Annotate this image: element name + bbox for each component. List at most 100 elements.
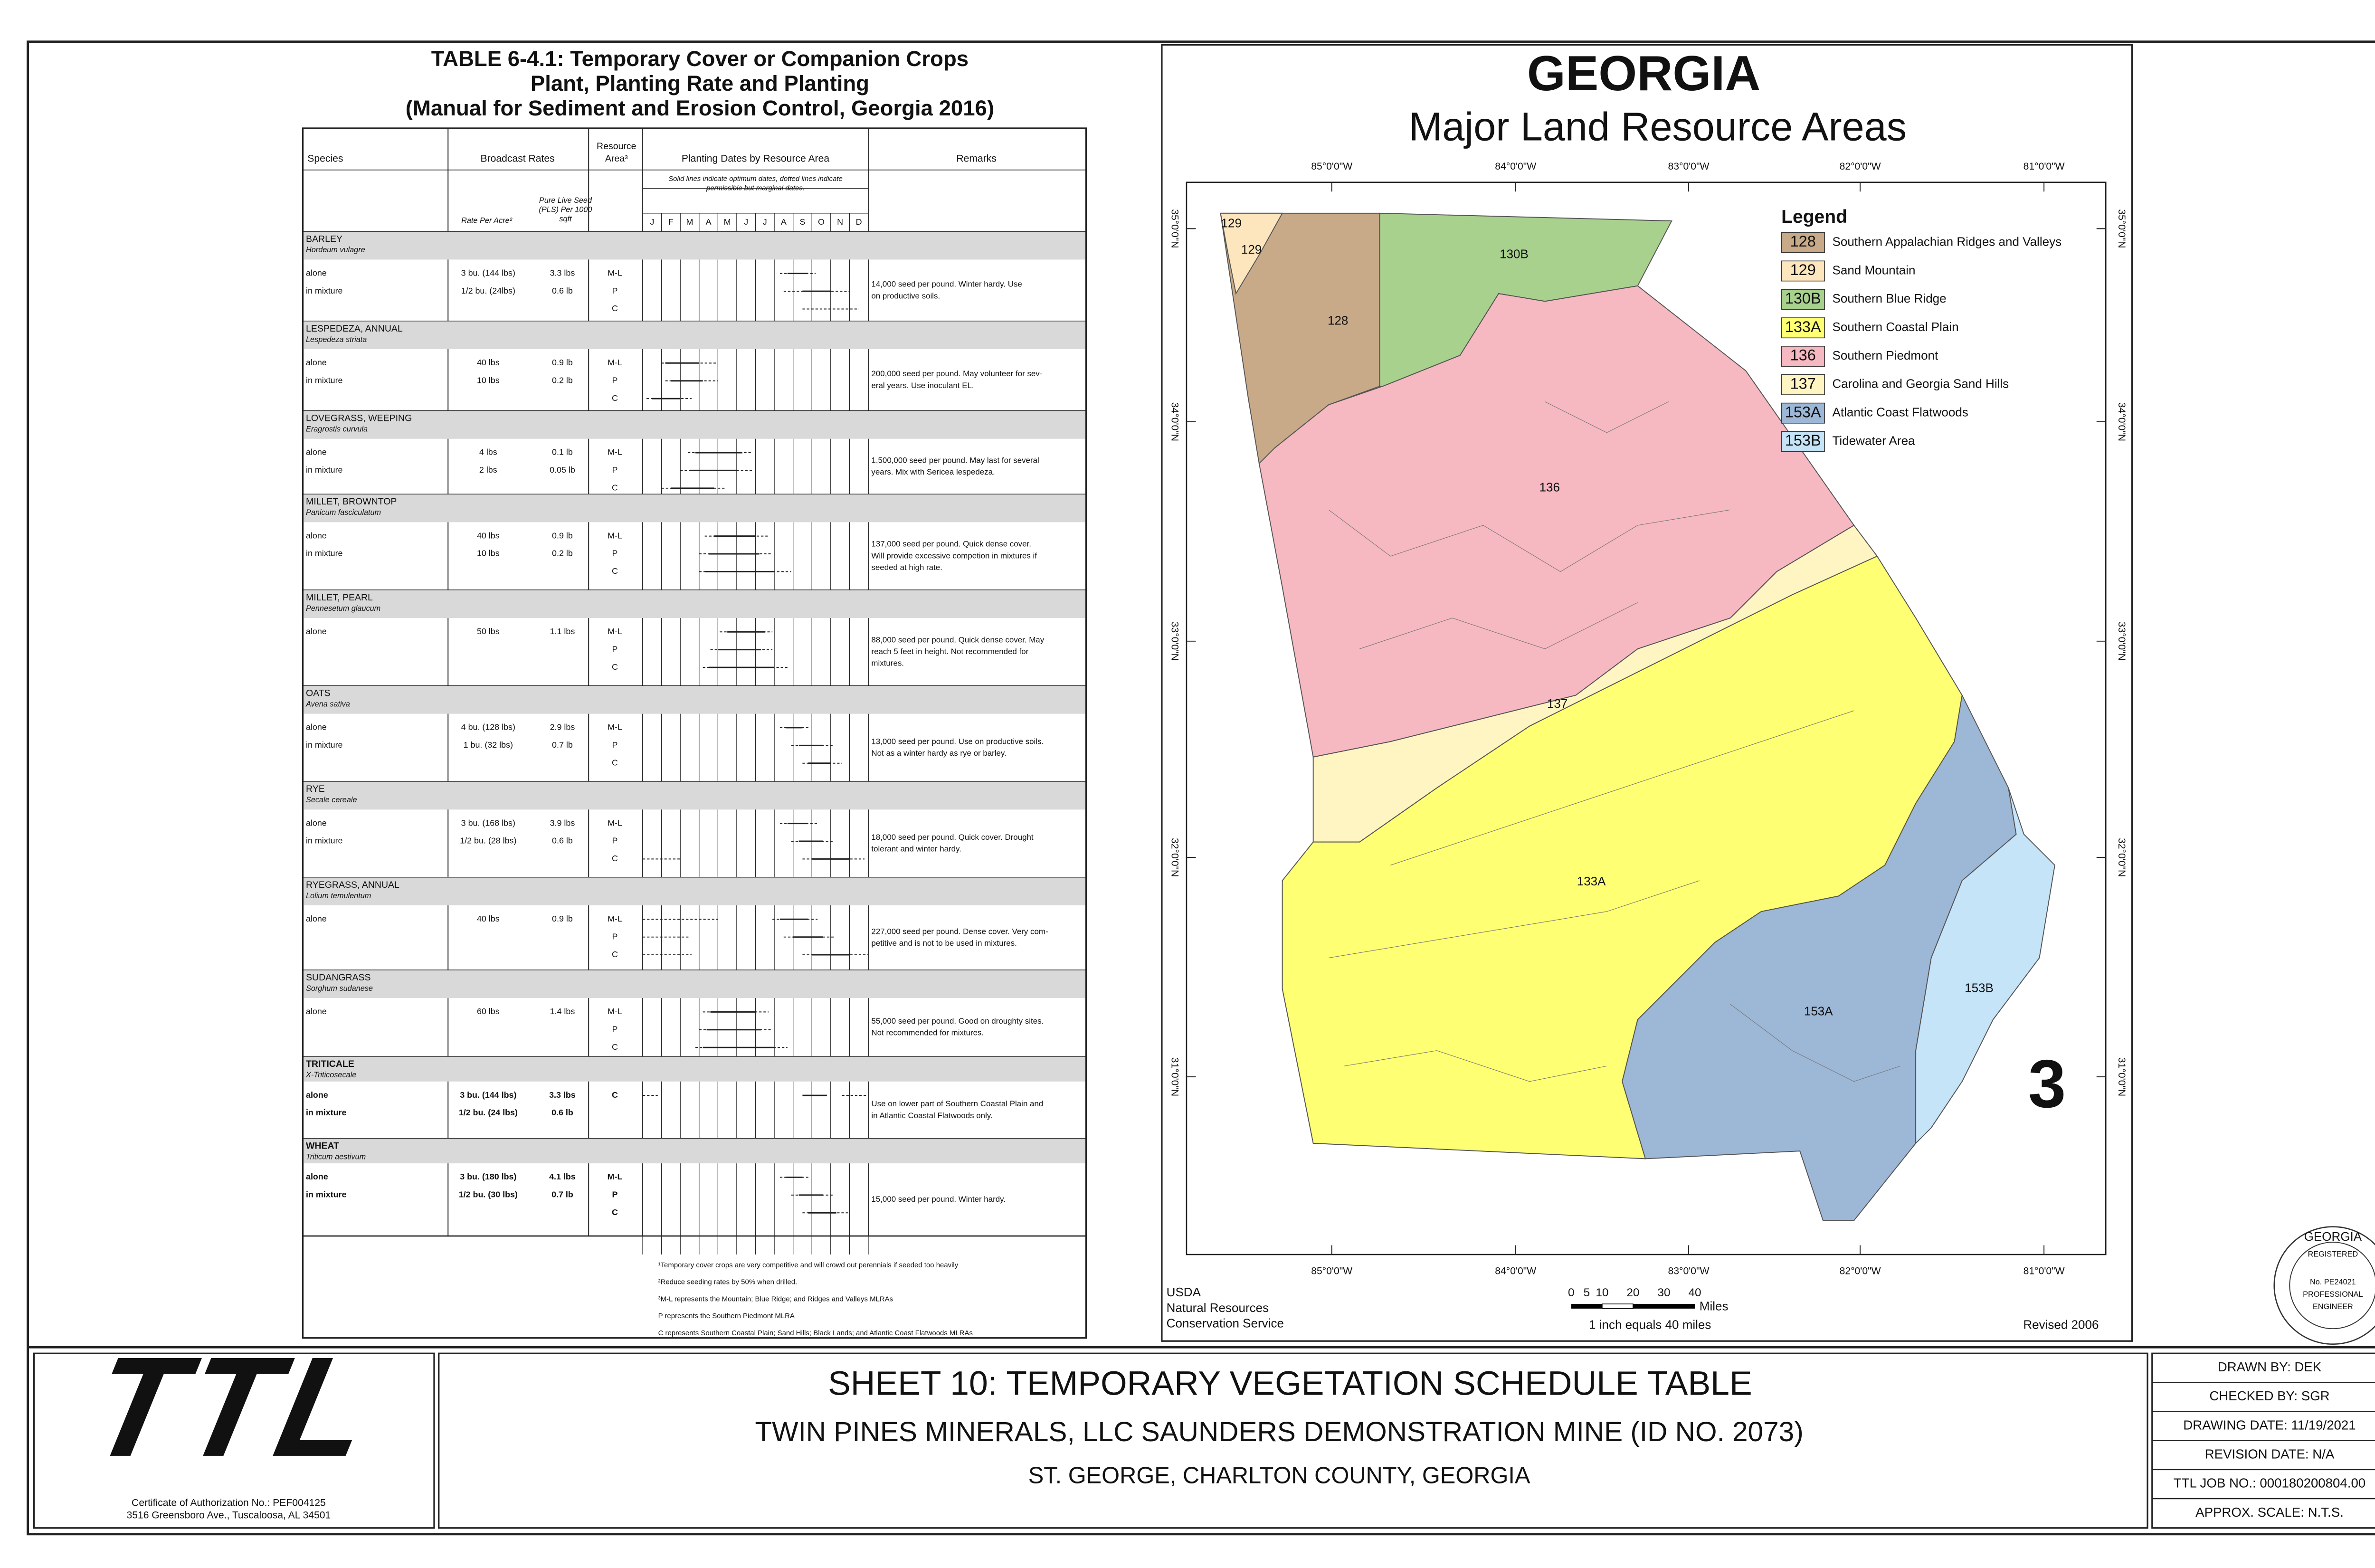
- remark: seeded at high rate.: [871, 563, 942, 572]
- footnote: ³M-L represents the Mountain; Blue Ridge…: [658, 1295, 893, 1303]
- info: CHECKED BY: SGR: [2209, 1388, 2329, 1403]
- info: DRAWN BY: DEK: [2218, 1359, 2322, 1374]
- region-label: 129: [1241, 242, 1262, 257]
- legend-code: 130B: [1785, 290, 1821, 307]
- header-area: Area³: [605, 153, 628, 164]
- pls: 1.1 lbs: [550, 627, 575, 636]
- region-label: 136: [1539, 480, 1560, 494]
- species-latin: Triticum aestivum: [306, 1152, 366, 1161]
- region-label: 130B: [1500, 247, 1529, 261]
- logo: TTL: [78, 1328, 390, 1486]
- area-code: C: [612, 758, 618, 767]
- species-name: RYEGRASS, ANNUAL: [306, 880, 399, 890]
- species-name: WHEAT: [306, 1141, 339, 1151]
- area-code: C: [612, 662, 618, 672]
- species-band: [304, 411, 1085, 439]
- area-code: P: [612, 549, 618, 558]
- rate: 1/2 bu. (24lbs): [461, 286, 515, 295]
- table-title: (Manual for Sediment and Erosion Control…: [406, 96, 994, 120]
- remark: years. Mix with Sericea lespedeza.: [871, 467, 995, 476]
- use: alone: [306, 1090, 328, 1100]
- header-pls: sqft: [559, 215, 572, 223]
- area-code: C: [612, 1090, 618, 1100]
- agency: Natural Resources: [1167, 1301, 1269, 1315]
- species-name: MILLET, BROWNTOP: [306, 496, 397, 507]
- pls: 0.1 lb: [552, 447, 573, 457]
- legend-swatch: [1781, 232, 1825, 253]
- use: in mixture: [306, 375, 343, 385]
- pls: 4.1 lbs: [549, 1172, 576, 1181]
- longitude-label: 84°0'0"W: [1495, 161, 1536, 172]
- region-label: 153B: [1965, 980, 1994, 995]
- pls: 0.9 lb: [552, 358, 573, 367]
- latitude-label: 32°0'0"N: [2116, 838, 2127, 877]
- pls: 0.6 lb: [552, 836, 573, 846]
- remark: 137,000 seed per pound. Quick dense cove…: [871, 540, 1031, 549]
- map-panel: [1161, 44, 2133, 1342]
- county-lines: [1329, 880, 1700, 959]
- remark: Will provide excessive competion in mixt…: [871, 551, 1037, 560]
- legend-swatch: [1781, 260, 1825, 282]
- month-label: N: [837, 217, 843, 227]
- rate: 40 lbs: [477, 914, 500, 923]
- species-name: RYE: [306, 784, 325, 794]
- footnote: C represents Southern Coastal Plain; San…: [658, 1329, 973, 1337]
- use: alone: [306, 447, 327, 457]
- map-title: GEORGIA: [1527, 46, 1761, 101]
- legend-name: Tidewater Area: [1833, 433, 1916, 447]
- area-code: M-L: [608, 358, 622, 367]
- legend-name: Southern Appalachian Ridges and Valleys: [1833, 235, 2062, 249]
- remark: Use on lower part of Southern Coastal Pl…: [871, 1099, 1043, 1108]
- legend-swatch: [1781, 346, 1825, 367]
- project: TWIN PINES MINERALS, LLC SAUNDERS DEMONS…: [755, 1416, 1804, 1447]
- latitude-label: 34°0'0"N: [1169, 402, 1180, 441]
- species-latin: Lolium temulentum: [306, 892, 371, 900]
- revised: Revised 2006: [2023, 1318, 2099, 1332]
- species-name: TRITICALE: [306, 1059, 354, 1069]
- legend-code: 153B: [1785, 432, 1821, 449]
- header-rate: Rate Per Acre²: [461, 216, 512, 225]
- area-code: C: [612, 304, 618, 313]
- pls: 0.6 lb: [551, 1108, 573, 1117]
- species-band: [304, 590, 1085, 618]
- legend-title: Legend: [1781, 207, 1847, 227]
- scale-bar: [1602, 1303, 1634, 1309]
- remark: petitive and is not to be used in mixtur…: [871, 939, 1016, 948]
- month-label: M: [724, 217, 731, 227]
- header-note: Solid lines indicate optimum dates, dott…: [668, 175, 843, 183]
- rate: 40 lbs: [477, 358, 500, 367]
- remark: 55,000 seed per pound. Good on droughty …: [871, 1017, 1044, 1026]
- use: alone: [306, 722, 327, 732]
- area-code: C: [612, 566, 618, 576]
- pls: 0.05 lb: [550, 465, 575, 475]
- seal: [2289, 1242, 2375, 1330]
- month-label: A: [706, 217, 712, 227]
- rate: 4 bu. (128 lbs): [461, 722, 515, 732]
- remark: mixtures.: [871, 659, 904, 668]
- pls: 0.7 lb: [551, 1190, 573, 1199]
- use: alone: [306, 358, 327, 367]
- region-label: 133A: [1577, 874, 1606, 888]
- species-band: [304, 494, 1085, 523]
- rate: 4 lbs: [479, 447, 497, 457]
- info: TTL JOB NO.: 000180200804.00: [2174, 1476, 2366, 1491]
- area-code: M-L: [608, 531, 622, 540]
- species-name: BARLEY: [306, 234, 342, 244]
- certificate: Certificate of Authorization No.: PEF004…: [132, 1497, 326, 1508]
- header-pls: Pure Live Seed: [539, 196, 592, 205]
- sheet-mark: 3: [2028, 1046, 2066, 1122]
- header-remarks: Remarks: [956, 153, 997, 164]
- latitude-label: 32°0'0"N: [1169, 838, 1180, 877]
- latitude-label: 33°0'0"N: [1169, 622, 1180, 661]
- species-band: [304, 1139, 1085, 1164]
- remark: 88,000 seed per pound. Quick dense cover…: [871, 635, 1044, 644]
- area-code: P: [612, 1190, 618, 1199]
- use: alone: [306, 1007, 327, 1016]
- latitude-label: 34°0'0"N: [2116, 402, 2127, 441]
- use: in mixture: [306, 465, 343, 475]
- remark: 14,000 seed per pound. Winter hardy. Use: [871, 280, 1022, 289]
- seal: [2273, 1226, 2375, 1345]
- seal-text: GEORGIA: [2304, 1229, 2362, 1244]
- use: alone: [306, 531, 327, 540]
